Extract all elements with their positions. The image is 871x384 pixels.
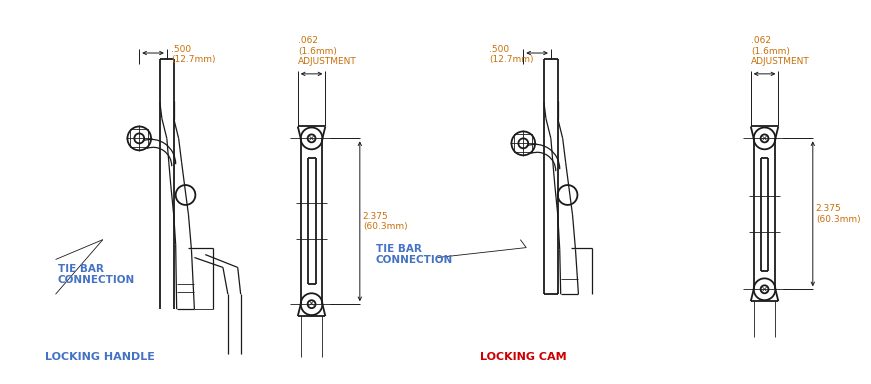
Text: LOCKING HANDLE: LOCKING HANDLE xyxy=(45,352,155,362)
Text: TIE BAR
CONNECTION: TIE BAR CONNECTION xyxy=(375,244,453,265)
Text: ×: × xyxy=(761,134,768,143)
Text: TIE BAR
CONNECTION: TIE BAR CONNECTION xyxy=(57,263,135,285)
Text: LOCKING CAM: LOCKING CAM xyxy=(480,352,567,362)
Text: 2.375
(60.3mm): 2.375 (60.3mm) xyxy=(363,212,408,231)
Text: ×: × xyxy=(308,134,315,143)
Text: ×: × xyxy=(761,285,768,294)
Text: .062
(1.6mm)
ADJUSTMENT: .062 (1.6mm) ADJUSTMENT xyxy=(751,36,809,66)
Text: 2.375
(60.3mm): 2.375 (60.3mm) xyxy=(816,204,861,223)
Text: .062
(1.6mm)
ADJUSTMENT: .062 (1.6mm) ADJUSTMENT xyxy=(298,36,356,66)
Text: .500
(12.7mm): .500 (12.7mm) xyxy=(489,45,533,65)
Text: .500
(12.7mm): .500 (12.7mm) xyxy=(171,45,215,65)
Text: ×: × xyxy=(308,300,315,309)
